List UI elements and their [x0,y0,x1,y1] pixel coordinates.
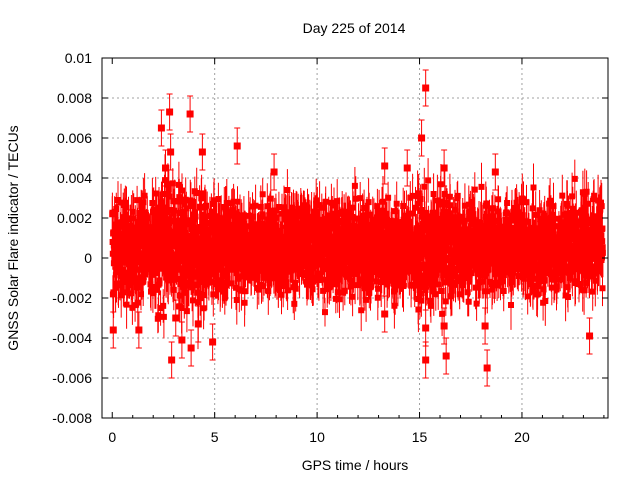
y-axis-title: GNSS Solar Flare indicator / TECUs [5,125,21,350]
plot-frame [101,57,609,419]
y-tick-label: -0.008 [52,410,92,426]
points-band [109,175,606,327]
outlier-point [162,164,170,172]
y-tick-label: -0.002 [52,290,92,306]
x-tick-label: 0 [108,429,116,445]
outlier-point [381,310,389,318]
outlier-point [440,164,448,172]
outlier-point [198,148,206,156]
axis-ticks [102,57,608,419]
x-tick-label: 5 [211,429,219,445]
outlier-point [172,314,180,322]
outlier-point [135,326,143,334]
x-tick-label: 15 [412,429,428,445]
outlier-point [166,108,174,116]
outlier-point [483,364,491,372]
x-tick-labels: 0 5 10 15 20 [108,429,530,445]
y-tick-label: 0.004 [57,170,92,186]
outlier-point [440,322,448,330]
outlier-point [481,322,489,330]
outlier-point [186,110,194,118]
outlier-point [194,320,202,328]
outlier-point [233,142,241,150]
y-tick-label: 0.008 [57,90,92,106]
outlier-point [270,168,278,176]
outlier-point [109,326,117,334]
outlier-point [491,168,499,176]
outlier-point [209,338,217,346]
y-tick-label: 0 [84,250,92,266]
y-tick-label: 0.002 [57,210,92,226]
y-tick-labels: -0.008 -0.006 -0.004 -0.002 0 0.002 0.004 0.006… [52,50,92,426]
outlier-point [403,164,411,172]
outlier-point [381,162,389,170]
outlier-point [422,84,430,92]
outlier-point [167,148,175,156]
y-tick-label: 0.006 [57,130,92,146]
outlier-point [422,356,430,364]
outlier-point [418,134,426,142]
outlier-point [157,124,165,132]
outlier-point [586,332,594,340]
x-tick-label: 10 [309,429,325,445]
y-tick-label: -0.004 [52,330,92,346]
outlier-point [178,336,186,344]
y-tick-label: 0.01 [65,50,92,66]
outlier-point [442,352,450,360]
x-tick-label: 20 [514,429,530,445]
outlier-point [422,324,430,332]
y-tick-label: -0.006 [52,370,92,386]
outlier-point [168,356,176,364]
data-points [109,69,606,387]
outlier-point [187,344,195,352]
chart-title: Day 225 of 2014 [303,20,406,36]
x-axis-title: GPS time / hours [302,457,409,473]
